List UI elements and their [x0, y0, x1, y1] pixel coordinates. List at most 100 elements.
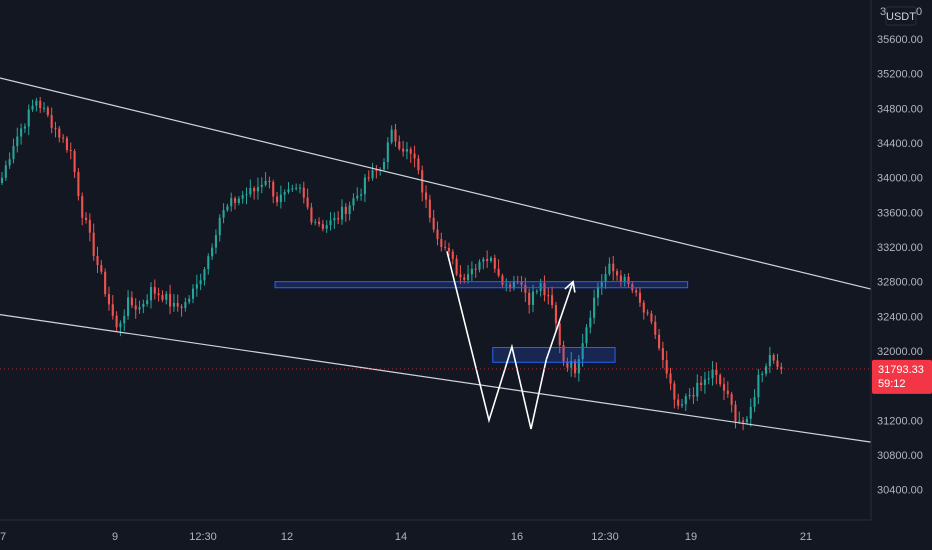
candle-body	[4, 165, 7, 178]
candle-body	[489, 257, 493, 262]
candle-body	[260, 184, 263, 188]
candle-body	[608, 263, 611, 274]
candle-body	[612, 263, 615, 272]
candle-body	[409, 149, 412, 154]
candle-body	[700, 382, 703, 386]
candle-body	[715, 369, 718, 376]
candle-body	[318, 221, 321, 225]
currency-button[interactable]	[885, 6, 917, 26]
candle-body	[470, 268, 473, 275]
candle-body	[360, 194, 363, 196]
candle-body	[524, 284, 527, 293]
candle-body	[42, 107, 46, 109]
candle-body	[673, 383, 676, 400]
candle-body	[340, 206, 344, 220]
price-tick-label: 33600.00	[877, 207, 923, 219]
candle-body	[413, 153, 416, 159]
candle-body	[146, 300, 149, 304]
candle-body	[180, 306, 183, 308]
candle-body	[474, 268, 477, 270]
candle-body	[54, 127, 57, 129]
trend-line[interactable]	[0, 314, 872, 443]
candle-body	[367, 177, 370, 179]
time-tick-label-partial: 7	[0, 531, 6, 543]
candle-body	[161, 295, 164, 300]
time-tick-label: 19	[685, 531, 697, 543]
candle-body	[600, 281, 603, 287]
trend-line[interactable]	[0, 77, 872, 290]
candle-body	[153, 287, 156, 294]
candle-body	[237, 198, 240, 203]
candle-body	[134, 305, 137, 310]
candle-body	[424, 192, 428, 200]
candle-body	[100, 265, 103, 272]
candle-body	[677, 399, 680, 406]
candle-body	[375, 170, 378, 172]
candle-body	[509, 284, 512, 289]
candle-body	[81, 196, 84, 218]
price-tick-label: 35200.00	[877, 69, 923, 81]
price-tick-label: 32800.00	[877, 277, 923, 289]
candle-body	[436, 229, 439, 240]
candle-body	[635, 290, 638, 293]
candle-body	[444, 247, 447, 249]
candle-body	[337, 218, 340, 220]
candle-body	[207, 256, 210, 270]
candle-body	[776, 360, 779, 367]
candle-body	[482, 258, 485, 262]
candle-body	[703, 379, 706, 386]
candle-body	[352, 198, 355, 206]
price-tick-label: 33200.00	[877, 242, 923, 254]
candle-body	[734, 404, 737, 422]
zone-rectangle[interactable]	[274, 281, 689, 289]
time-tick-label: 16	[511, 531, 523, 543]
candle-body	[394, 129, 397, 142]
candle-body	[398, 141, 401, 149]
time-axis[interactable]: 9 12:30 12 14 16 12:30 19 21 7	[0, 531, 812, 543]
candle-body	[642, 302, 645, 313]
candle-body	[256, 187, 260, 192]
candle-body	[753, 397, 756, 407]
candle-body	[12, 146, 15, 160]
candle-body	[176, 303, 179, 307]
last-price-value: 31793.33	[878, 364, 924, 376]
top-partial-tick: 3	[880, 6, 886, 18]
candle-body	[0, 177, 4, 183]
candle-body	[455, 258, 458, 275]
candle-body	[96, 255, 99, 266]
candle-body	[69, 150, 72, 152]
candle-body	[104, 271, 107, 295]
candle-body	[65, 138, 68, 151]
pattern-path[interactable]	[446, 251, 548, 430]
candle-body	[272, 181, 275, 197]
candle-body	[402, 148, 405, 152]
drawings-layer	[0, 77, 872, 443]
candle-body	[298, 187, 302, 189]
candle-body	[558, 323, 561, 346]
price-tick-label: 35600.00	[877, 34, 923, 46]
candle-body	[658, 334, 661, 349]
candle-body	[222, 210, 225, 218]
time-tick-label: 12:30	[591, 531, 619, 543]
candle-body	[149, 287, 153, 301]
candle-body	[707, 378, 710, 380]
candle-body	[245, 194, 248, 196]
candle-body	[165, 293, 168, 300]
candle-body	[688, 395, 691, 397]
candle-body	[619, 275, 622, 282]
price-axis[interactable]: 35600.00 35200.00 34800.00 34400.00 34000.00…	[877, 34, 923, 497]
candle-body	[447, 247, 451, 252]
candle-body	[780, 366, 783, 369]
candle-body	[211, 247, 214, 257]
projection-arrow[interactable]	[545, 281, 574, 360]
candle-body	[631, 284, 634, 291]
candle-body	[363, 177, 366, 195]
candle-body	[562, 345, 565, 362]
candle-body	[73, 150, 76, 173]
candle-body	[50, 115, 53, 128]
zone-rectangle[interactable]	[492, 347, 616, 363]
candle-body	[287, 189, 290, 193]
